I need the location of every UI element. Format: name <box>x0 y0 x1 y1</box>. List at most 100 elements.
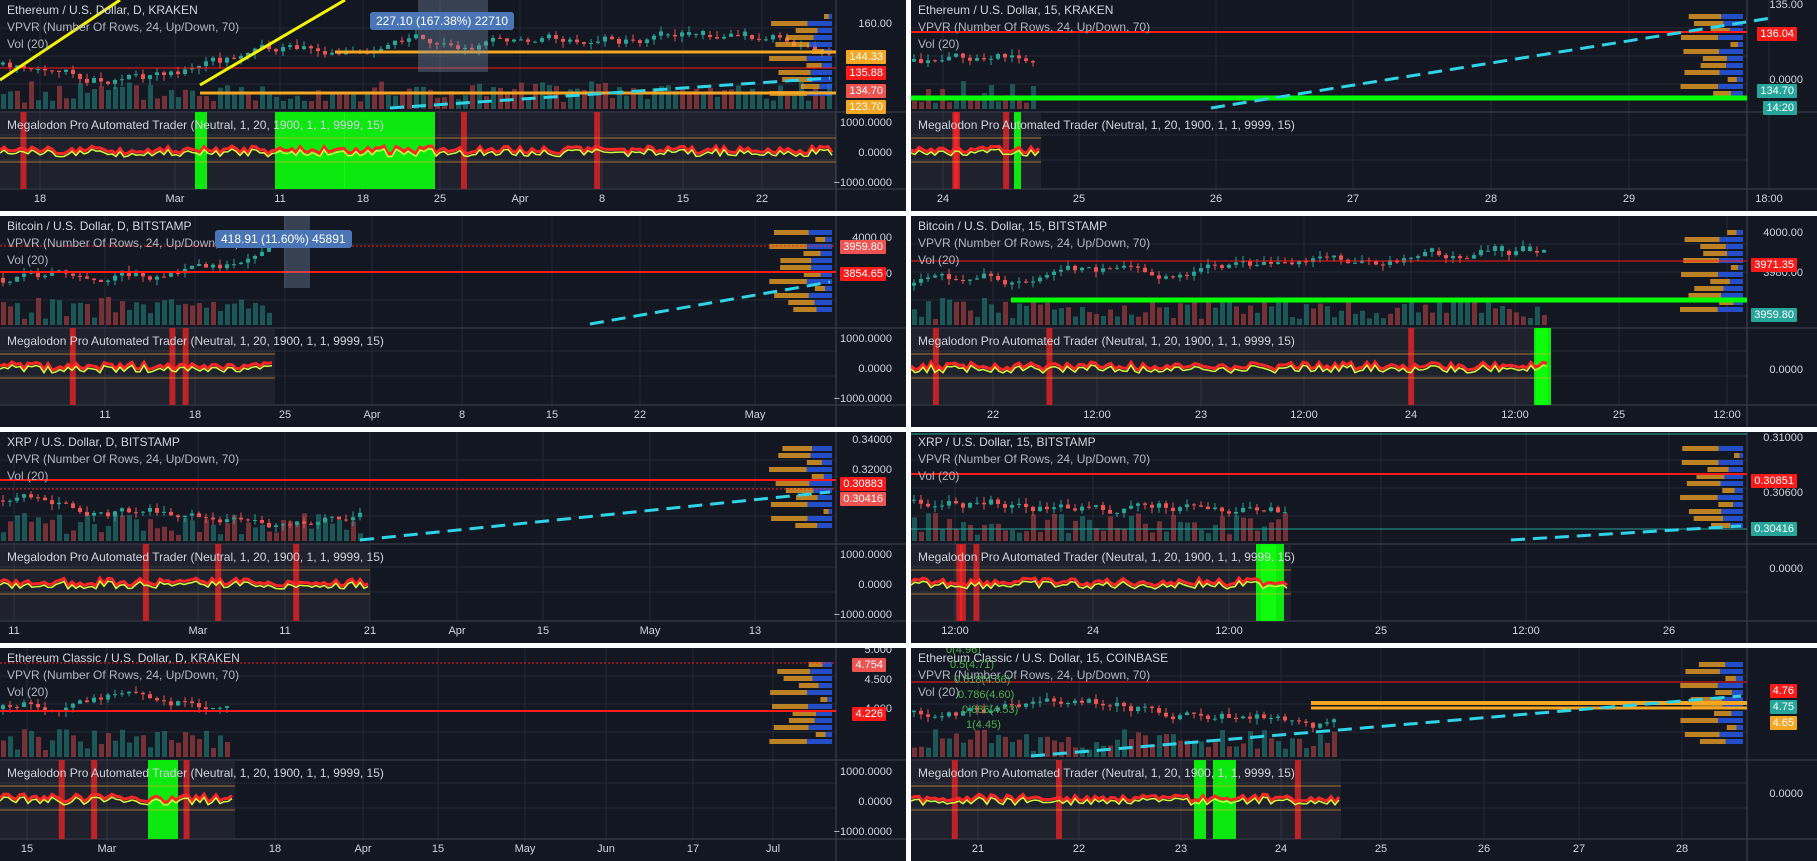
indicator-legend[interactable]: Megalodon Pro Automated Trader (Neutral,… <box>918 118 1295 132</box>
candle-body <box>1108 705 1112 707</box>
volume-legend[interactable]: Vol (20) <box>7 469 49 483</box>
chart-title[interactable]: Ethereum / U.S. Dollar, 15, KRAKEN <box>918 3 1114 17</box>
candle-body <box>43 68 47 71</box>
volume-bar <box>386 95 391 109</box>
candle-body <box>1010 282 1014 285</box>
chart-panel-xrp-15[interactable]: XRP / U.S. Dollar, 15, BITSTAMP VPVR (Num… <box>911 432 1817 643</box>
candle-body <box>1220 713 1224 719</box>
volume-bar <box>961 742 966 757</box>
indicator-legend[interactable]: Megalodon Pro Automated Trader (Neutral,… <box>7 766 384 780</box>
volume-bar <box>1507 309 1512 325</box>
volume-legend[interactable]: Vol (20) <box>918 685 960 699</box>
volume-bar <box>190 305 195 325</box>
vpvr-bar-down <box>1733 502 1743 507</box>
volume-bar <box>36 297 41 325</box>
vpvr-bar-down <box>809 42 832 47</box>
indicator-legend[interactable]: Megalodon Pro Automated Trader (Neutral,… <box>7 550 384 564</box>
indicator-legend[interactable]: Megalodon Pro Automated Trader (Neutral,… <box>7 118 384 132</box>
volume-bar <box>968 739 973 757</box>
volume-legend[interactable]: Vol (20) <box>918 469 960 483</box>
volume-legend[interactable]: Vol (20) <box>7 685 49 699</box>
volume-bar <box>92 730 97 757</box>
chart-title[interactable]: Bitcoin / U.S. Dollar, 15, BITSTAMP <box>918 219 1108 233</box>
chart-panel-eth-d[interactable]: Ethereum / U.S. Dollar, D, KRAKEN VPVR (N… <box>0 0 906 211</box>
chart-panel-etc-d[interactable]: Ethereum Classic / U.S. Dollar, D, KRAKE… <box>0 648 906 861</box>
vpvr-bar-down <box>819 84 832 89</box>
chart-title[interactable]: Ethereum Classic / U.S. Dollar, 15, COIN… <box>918 651 1169 665</box>
indicator-legend[interactable]: Megalodon Pro Automated Trader (Neutral,… <box>918 550 1295 564</box>
candle-body <box>1003 54 1007 58</box>
chart-title[interactable]: XRP / U.S. Dollar, 15, BITSTAMP <box>918 435 1096 449</box>
time-tick: May <box>514 843 536 855</box>
chart-title[interactable]: XRP / U.S. Dollar, D, BITSTAMP <box>7 435 180 449</box>
measure-label[interactable]: 418.91 (11.60%) 45891 <box>215 230 352 248</box>
volume-legend[interactable]: Vol (20) <box>918 37 960 51</box>
indicator-legend[interactable]: Megalodon Pro Automated Trader (Neutral,… <box>918 334 1295 348</box>
vpvr-bar-up <box>1688 14 1722 19</box>
vpvr-bar-down <box>808 725 832 730</box>
candle-body <box>1024 281 1028 283</box>
candle-body <box>36 68 40 70</box>
chart-canvas[interactable] <box>0 216 906 427</box>
vpvr-legend[interactable]: VPVR (Number Of Rows, 24, Up/Down, 70) <box>7 452 240 466</box>
vpvr-bar-up <box>1700 63 1727 68</box>
volume-bar <box>1213 524 1218 541</box>
candle-body <box>1178 274 1182 278</box>
vpvr-legend[interactable]: VPVR (Number Of Rows, 24, Up/Down, 70) <box>918 20 1151 34</box>
chart-panel-xrp-d[interactable]: XRP / U.S. Dollar, D, BITSTAMP VPVR (Numb… <box>0 432 906 643</box>
time-tick: 11 <box>279 625 291 637</box>
volume-bar <box>743 94 748 109</box>
chart-canvas[interactable] <box>911 432 1817 643</box>
candle-body <box>400 40 404 42</box>
candle-body <box>225 706 229 708</box>
volume-bar <box>71 303 76 325</box>
volume-bar <box>975 730 980 757</box>
chart-title[interactable]: Bitcoin / U.S. Dollar, D, BITSTAMP <box>7 219 192 233</box>
volume-bar <box>120 86 125 109</box>
chart-canvas[interactable] <box>0 0 906 211</box>
chart-canvas[interactable] <box>911 216 1817 427</box>
chart-title[interactable]: Ethereum / U.S. Dollar, D, KRAKEN <box>7 3 198 17</box>
volume-legend[interactable]: Vol (20) <box>918 253 960 267</box>
vpvr-bar-down <box>1718 446 1743 451</box>
vpvr-legend[interactable]: VPVR (Number Of Rows, 24, Up/Down, 70) <box>7 668 240 682</box>
chart-canvas[interactable] <box>911 0 1817 211</box>
vpvr-bar-down <box>1721 509 1743 514</box>
volume-bar <box>596 84 601 109</box>
candle-body <box>533 41 537 43</box>
volume-bar <box>1325 306 1330 325</box>
volume-bar <box>330 523 335 541</box>
vpvr-legend[interactable]: VPVR (Number Of Rows, 24, Up/Down, 70) <box>918 236 1151 250</box>
candle-body <box>968 707 972 712</box>
vpvr-legend[interactable]: VPVR (Number Of Rows, 24, Up/Down, 70) <box>918 668 1151 682</box>
vpvr-legend[interactable]: VPVR (Number Of Rows, 24, Up/Down, 70) <box>918 452 1151 466</box>
time-tick: 25 <box>1374 625 1388 637</box>
time-tick: 12:00 <box>1083 409 1111 421</box>
chart-title[interactable]: Ethereum Classic / U.S. Dollar, D, KRAKE… <box>7 651 240 665</box>
price-tick: 0.31000 <box>1763 432 1803 444</box>
chart-canvas[interactable] <box>0 648 906 861</box>
indicator-legend[interactable]: Megalodon Pro Automated Trader (Neutral,… <box>7 334 384 348</box>
measure-label[interactable]: 227.10 (167.38%) 22710 <box>370 12 515 30</box>
chart-panel-etc-15[interactable]: Ethereum Classic / U.S. Dollar, 15, COIN… <box>911 648 1817 861</box>
volume-bar <box>778 85 783 109</box>
vpvr-legend[interactable]: VPVR (Number Of Rows, 24, Up/Down, 70) <box>7 20 240 34</box>
oscillator-red <box>0 791 233 805</box>
candle-body <box>148 276 152 280</box>
candle-body <box>1136 706 1140 712</box>
vpvr-bar-down <box>812 446 832 451</box>
candle-body <box>358 512 362 518</box>
vpvr-bar-down <box>809 481 832 486</box>
vpvr-legend[interactable]: VPVR (Number Of Rows, 24, Up/Down, 70) <box>7 236 240 250</box>
chart-canvas[interactable] <box>911 648 1817 861</box>
chart-panel-eth-15[interactable]: Ethereum / U.S. Dollar, 15, KRAKEN VPVR (… <box>911 0 1817 211</box>
candle-body <box>1276 262 1280 264</box>
vpvr-bar-up <box>1693 516 1724 521</box>
chart-canvas[interactable] <box>0 432 906 643</box>
volume-legend[interactable]: Vol (20) <box>7 253 49 267</box>
volume-legend[interactable]: Vol (20) <box>7 37 49 51</box>
chart-panel-btc-d[interactable]: Bitcoin / U.S. Dollar, D, BITSTAMP VPVR (… <box>0 216 906 427</box>
candle-body <box>940 60 944 62</box>
indicator-legend[interactable]: Megalodon Pro Automated Trader (Neutral,… <box>918 766 1295 780</box>
chart-panel-btc-15[interactable]: Bitcoin / U.S. Dollar, 15, BITSTAMP VPVR … <box>911 216 1817 427</box>
